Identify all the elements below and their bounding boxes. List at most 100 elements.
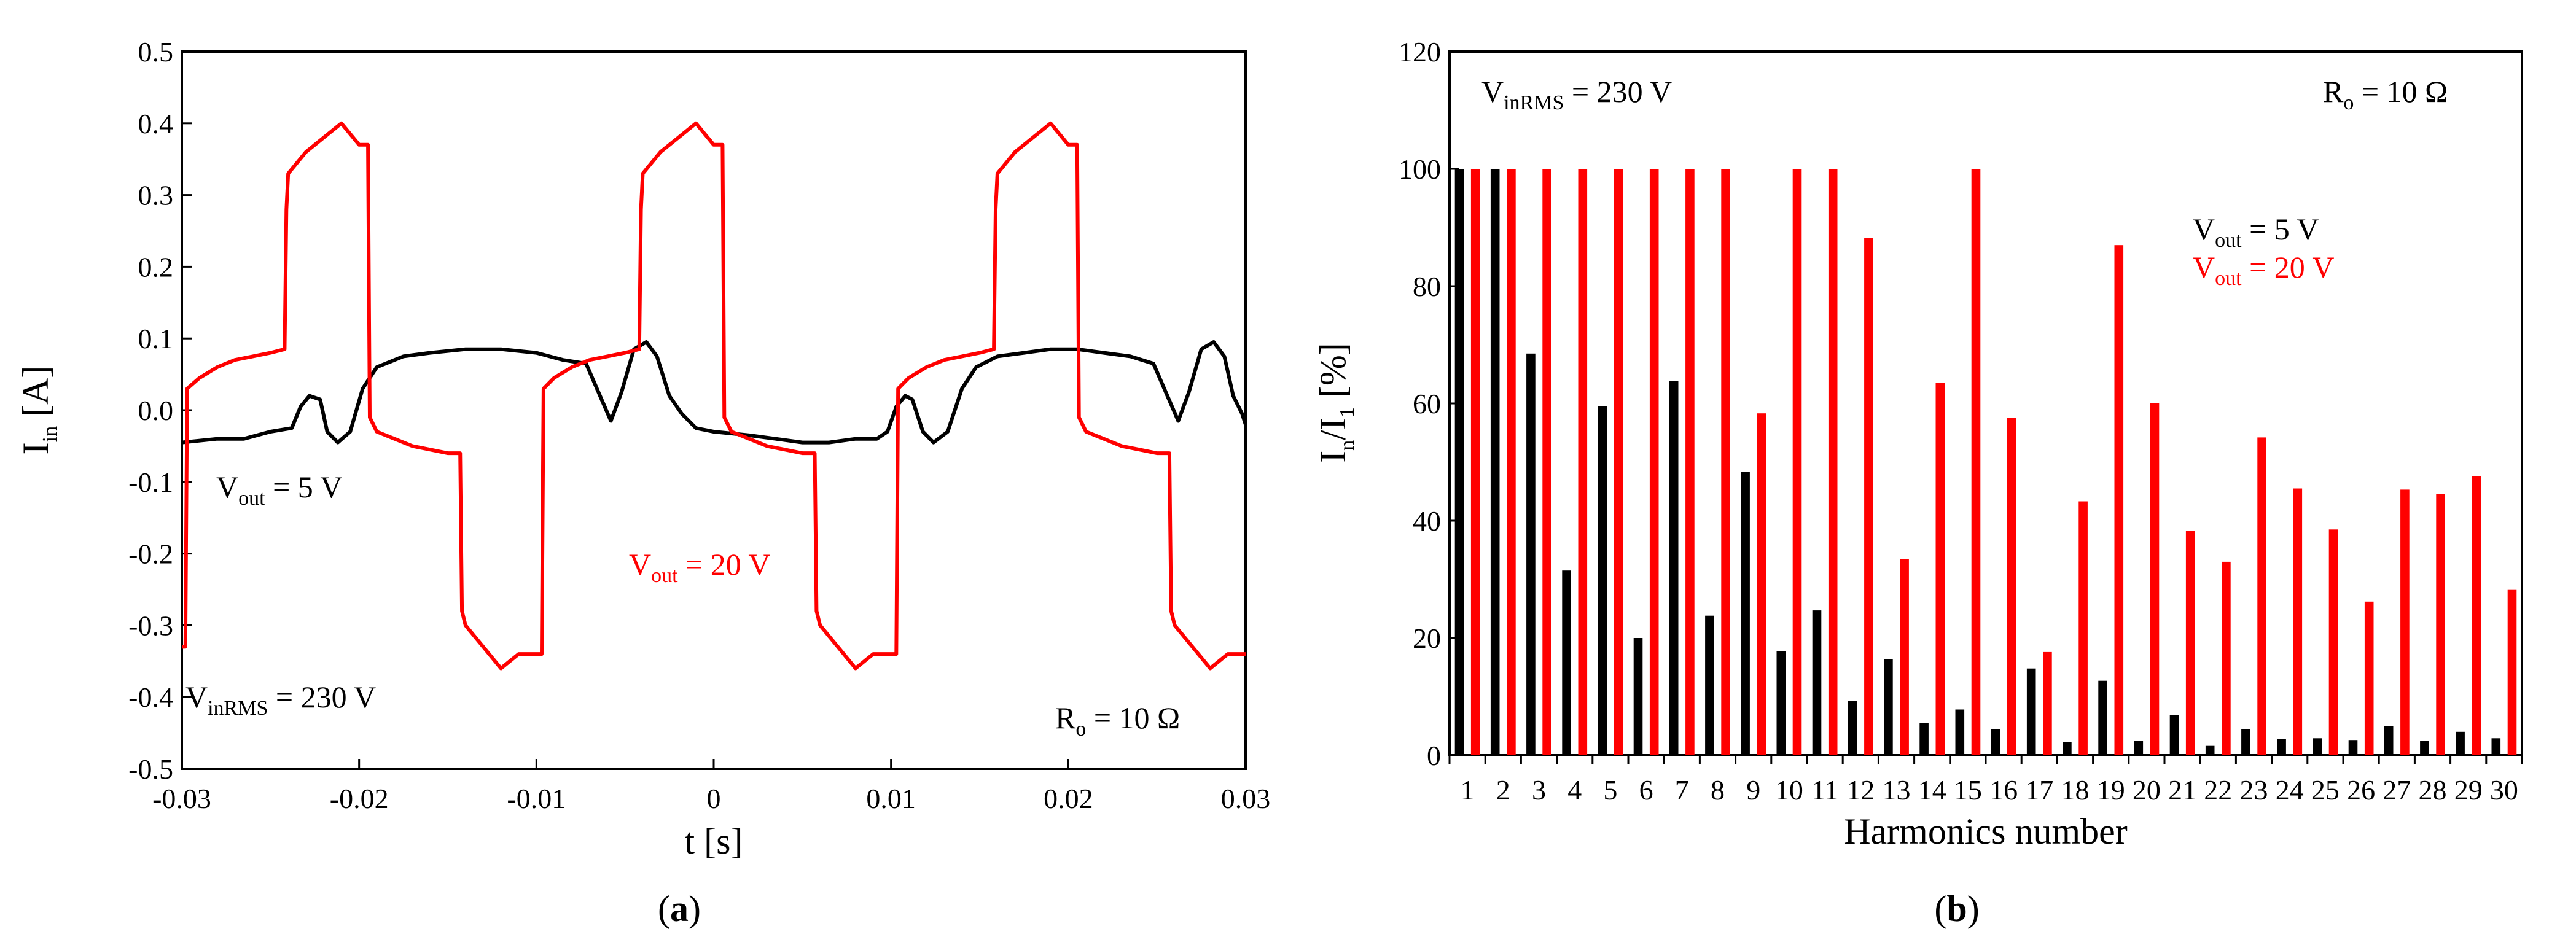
bar-vout-20v xyxy=(1578,169,1588,755)
bar-vout-20v xyxy=(1649,169,1659,755)
bar-vout-20v xyxy=(1542,169,1551,755)
a-y-tick-label: -0.4 xyxy=(128,682,173,713)
series-line-vout-20v xyxy=(182,121,1246,671)
bar-vout-5v xyxy=(2026,668,2036,755)
bar-vout-5v xyxy=(2241,729,2250,755)
legend-vout-5v: Vout = 5 V xyxy=(2193,212,2319,252)
b-y-tick-label: 60 xyxy=(1413,388,1441,419)
b-y-tick-label: 80 xyxy=(1413,271,1441,302)
b-x-tick-label: 24 xyxy=(2276,774,2304,806)
b-x-tick-label: 5 xyxy=(1603,774,1617,806)
panel-a-caption: (a) xyxy=(658,889,701,929)
b-x-tick-label: 2 xyxy=(1496,774,1510,806)
b-x-tick-label: 18 xyxy=(2061,774,2090,806)
panel-a-plot-area xyxy=(181,50,1247,770)
bar-vout-20v xyxy=(2328,529,2338,755)
bar-vout-5v xyxy=(2205,745,2215,755)
series-line-vout-5v xyxy=(181,340,1247,445)
bar-vout-20v xyxy=(2507,589,2517,755)
panel-a-x-axis-title: t [s] xyxy=(685,821,743,861)
bar-vout-5v xyxy=(2384,726,2394,756)
b-x-tick-label: 26 xyxy=(2347,774,2375,806)
bar-vout-5v xyxy=(1454,169,1464,755)
bar-vout-20v xyxy=(2114,245,2124,755)
annotation-vout-5v: Vout = 5 V xyxy=(216,470,342,510)
b-x-tick-label: 30 xyxy=(2490,774,2518,806)
bar-vout-20v xyxy=(1864,238,1873,755)
bar-vout-20v xyxy=(2400,489,2410,755)
bar-vout-20v xyxy=(2150,403,2160,755)
b-x-tick-label: 11 xyxy=(1811,774,1838,806)
panel-b-y-axis-title: In/I1 [%] xyxy=(1313,343,1359,463)
bar-vout-5v xyxy=(1848,701,1857,755)
b-x-tick-label: 9 xyxy=(1746,774,1760,806)
a-x-tick-label: -0.01 xyxy=(507,783,566,814)
b-x-tick-label: 12 xyxy=(1846,774,1875,806)
a-y-tick-label: -0.3 xyxy=(128,610,173,641)
a-x-tick-label: 0.03 xyxy=(1221,783,1271,814)
bar-vout-20v xyxy=(1757,413,1766,755)
bar-vout-20v xyxy=(1685,169,1695,755)
a-y-tick-label: -0.1 xyxy=(128,467,173,498)
bar-vout-20v xyxy=(2364,601,2374,755)
b-x-tick-label: 27 xyxy=(2383,774,2411,806)
b-y-tick-label: 20 xyxy=(1413,623,1441,654)
a-y-tick-label: 0.4 xyxy=(138,108,174,139)
b-x-tick-label: 22 xyxy=(2204,774,2232,806)
panel-a-y-ticks: -0.5 -0.4 -0.3 -0.2 -0.1 0.0 0.1 0.2 0.3 0.4 0.5 xyxy=(128,36,192,785)
panel-b-bars xyxy=(1454,169,2517,756)
bar-vout-20v xyxy=(1900,559,1909,755)
a-x-tick-label: 0.02 xyxy=(1044,783,1093,814)
b-x-tick-label: 20 xyxy=(2133,774,2161,806)
annotation-vout-20v: Vout = 20 V xyxy=(629,547,770,587)
bar-vout-20v xyxy=(1935,383,1945,755)
bar-vout-20v xyxy=(1828,169,1838,755)
b-x-tick-label: 8 xyxy=(1711,774,1725,806)
bar-vout-5v xyxy=(1562,570,1571,755)
bar-vout-20v xyxy=(1614,169,1623,755)
panel-b-caption: (b) xyxy=(1934,889,1979,929)
legend-vout-20v: Vout = 20 V xyxy=(2193,250,2334,290)
bar-vout-5v xyxy=(1812,610,1822,755)
panel-b-x-ticks: 1 2 3 4 5 6 7 8 9 10 11 12 13 14 15 16 17 18 19 20 21 22 23 24 2… xyxy=(1448,755,2523,806)
bar-vout-5v xyxy=(1741,472,1750,755)
b-x-tick-label: 19 xyxy=(2097,774,2125,806)
bar-vout-20v xyxy=(2472,476,2481,755)
b-x-tick-label: 16 xyxy=(1989,774,2018,806)
panel-a-y-axis-title: Iin [A] xyxy=(15,366,61,455)
bar-vout-5v xyxy=(1705,615,1714,755)
bar-vout-5v xyxy=(1919,723,1929,755)
bar-vout-5v xyxy=(2313,738,2322,755)
bar-vout-20v xyxy=(2436,494,2445,755)
a-y-tick-label: 0.2 xyxy=(138,251,174,282)
bar-vout-20v xyxy=(2293,488,2303,755)
b-x-tick-label: 13 xyxy=(1883,774,1911,806)
a-x-tick-label: -0.02 xyxy=(330,783,389,814)
a-y-tick-label: -0.5 xyxy=(128,753,173,785)
bar-vout-5v xyxy=(1884,659,1893,755)
bar-vout-20v xyxy=(1721,169,1730,755)
bar-vout-20v xyxy=(2078,501,2088,755)
bar-vout-5v xyxy=(2348,740,2358,755)
b-x-tick-label: 28 xyxy=(2419,774,2447,806)
panel-b-plot-area xyxy=(1448,50,2523,756)
annotation-b-vin-rms: VinRMS = 230 V xyxy=(1481,74,1672,114)
bar-vout-5v xyxy=(1669,381,1679,755)
panel-a-x-ticks: -0.03 -0.02 -0.01 0 0.01 0.02 0.03 xyxy=(152,759,1270,814)
a-x-tick-label: 0.01 xyxy=(866,783,916,814)
bar-vout-5v xyxy=(2456,731,2465,755)
bar-vout-5v xyxy=(2420,741,2429,755)
bar-vout-20v xyxy=(1971,169,1981,755)
bar-vout-20v xyxy=(1792,169,1802,755)
bar-vout-5v xyxy=(1776,651,1786,755)
b-x-tick-label: 29 xyxy=(2454,774,2483,806)
bar-vout-20v xyxy=(1507,169,1516,755)
b-x-tick-label: 21 xyxy=(2168,774,2196,806)
bar-vout-5v xyxy=(1490,169,1500,755)
a-y-tick-label: 0.3 xyxy=(138,180,174,211)
b-x-tick-label: 6 xyxy=(1639,774,1653,806)
b-x-tick-label: 3 xyxy=(1532,774,1546,806)
panel-a-series xyxy=(181,121,1247,671)
a-x-tick-label: -0.03 xyxy=(152,783,211,814)
